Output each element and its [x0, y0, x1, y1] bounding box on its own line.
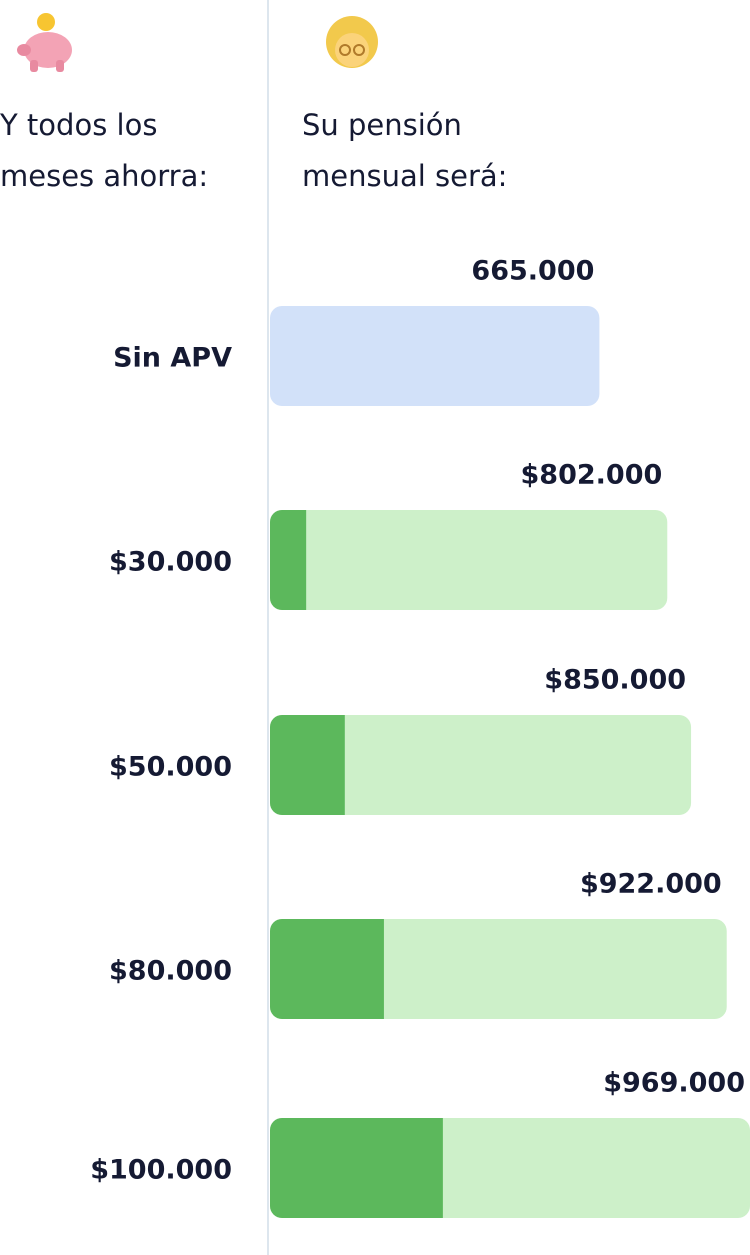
apv-segment [270, 715, 345, 815]
value-label: $922.000 [580, 869, 722, 900]
apv-segment [270, 919, 384, 1019]
bar [270, 510, 668, 610]
bar [270, 715, 692, 815]
category-label: $50.000 [109, 752, 232, 783]
category-label: $80.000 [109, 956, 232, 987]
value-label: 665.000 [471, 256, 594, 287]
column-title: Su pensión [302, 108, 462, 142]
piggy-icon [17, 13, 72, 72]
apv-segment [270, 1118, 443, 1218]
category-label: Sin APV [113, 343, 232, 374]
column-title: meses ahorra: [0, 159, 208, 193]
grandma-icon [326, 16, 378, 68]
bar [270, 919, 727, 1019]
value-label: $802.000 [521, 460, 663, 491]
bar [270, 306, 600, 406]
apv-segment [270, 510, 307, 610]
column-title: Y todos los [0, 108, 157, 142]
category-label: $30.000 [109, 547, 232, 578]
column-title: mensual será: [302, 159, 507, 193]
value-label: $969.000 [603, 1068, 745, 1099]
value-label: $850.000 [544, 665, 686, 696]
category-label: $100.000 [90, 1155, 232, 1186]
